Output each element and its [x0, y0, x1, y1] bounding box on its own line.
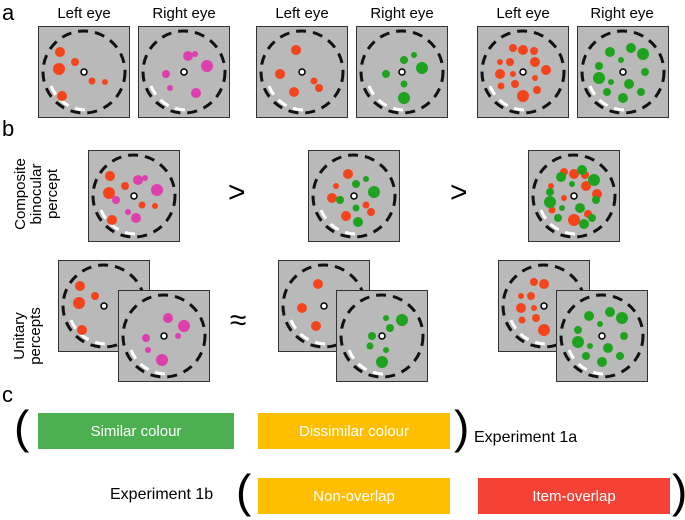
- composite-label-line1: Composite: [12, 158, 29, 230]
- similar-colour-bar: Similar colour: [38, 413, 234, 449]
- unitary-percepts-label: Unitary percepts: [11, 296, 44, 376]
- approx-equal-operator: ≈: [230, 304, 247, 337]
- right-eye-label: Right eye: [152, 5, 216, 22]
- right-eye-label: Right eye: [590, 5, 654, 22]
- left-eye-label: Left eye: [57, 5, 111, 22]
- right-parenthesis: ): [672, 468, 685, 514]
- composite-percept-similar: [88, 150, 180, 242]
- unitary-front-overlap: [556, 290, 648, 382]
- unitary-label-line2: percepts: [27, 307, 44, 365]
- stimulus-right-eye-similar: [138, 26, 230, 118]
- stimulus-left-eye-dissimilar: [256, 26, 348, 118]
- right-eye-label: Right eye: [370, 5, 434, 22]
- left-eye-label: Left eye: [275, 5, 329, 22]
- stimulus-left-eye-overlap: [477, 26, 569, 118]
- dissimilar-colour-bar: Dissimilar colour: [258, 413, 450, 449]
- panel-letter-b: b: [2, 116, 15, 141]
- stimulus-left-eye-similar: [38, 26, 130, 118]
- greater-than-operator: >: [228, 176, 246, 209]
- non-overlap-bar: Non-overlap: [258, 478, 450, 514]
- unitary-front-dissimilar: [336, 290, 428, 382]
- stimulus-right-eye-dissimilar: [356, 26, 448, 118]
- composite-label-line3: percept: [44, 168, 61, 220]
- experiment-1b-label: Experiment 1b: [110, 486, 214, 503]
- left-parenthesis: (: [236, 465, 252, 517]
- unitary-label-line1: Unitary: [11, 312, 28, 360]
- composite-percept-dissimilar: [308, 150, 400, 242]
- composite-percept-label: Composite binocular percept: [12, 149, 61, 239]
- stimulus-right-eye-overlap: [577, 26, 669, 118]
- item-overlap-bar: Item-overlap: [478, 478, 670, 514]
- right-parenthesis: ): [454, 401, 470, 453]
- experiment-1a-label: Experiment 1a: [474, 429, 578, 446]
- unitary-front-similar: [118, 290, 210, 382]
- left-eye-label: Left eye: [496, 5, 550, 22]
- panel-letter-a: a: [2, 0, 15, 25]
- greater-than-operator: >: [450, 176, 468, 209]
- composite-label-line2: binocular: [28, 163, 45, 225]
- left-parenthesis: (: [14, 401, 30, 453]
- composite-percept-overlap: [528, 150, 620, 242]
- panel-letter-c: c: [2, 382, 13, 407]
